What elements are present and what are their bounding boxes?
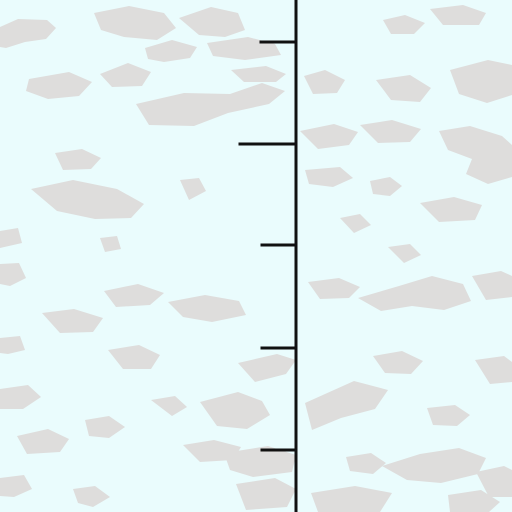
ice-patch [0, 263, 26, 286]
ice-patch [55, 149, 101, 170]
ice-patch [340, 214, 371, 233]
ice-patch [17, 429, 69, 454]
ice-patch [136, 83, 285, 126]
ice-patch [475, 356, 512, 384]
ice-patch [231, 66, 286, 82]
ice-patch [382, 448, 486, 483]
ice-patch [427, 405, 470, 426]
ice-patch [0, 336, 25, 354]
ice-patch [42, 309, 103, 333]
ice-patch [439, 126, 512, 184]
ice-patch [85, 416, 125, 438]
ice-patch [388, 244, 421, 263]
ice-patch [73, 486, 110, 507]
ice-patch [308, 278, 360, 299]
ice-patch [100, 63, 151, 87]
ice-patch [420, 197, 482, 222]
ice-patch [0, 228, 22, 248]
ice-patch [180, 178, 206, 200]
ice-patch [450, 60, 512, 103]
ice-patch [346, 453, 386, 474]
ice-patch [0, 475, 32, 497]
ice-patch [376, 75, 431, 102]
ice-patch [100, 236, 121, 252]
ice-patch [430, 5, 486, 25]
ice-patch [26, 72, 92, 99]
ice-patch [305, 167, 353, 187]
ice-patch [373, 351, 423, 374]
ice-patch [238, 354, 296, 382]
ice-patch [472, 271, 512, 300]
ice-patch [168, 295, 246, 322]
ice-patch [145, 40, 197, 62]
ice-patch [360, 120, 421, 143]
ice-patch [236, 478, 296, 510]
ice-patch [311, 486, 392, 512]
ice-patch [383, 15, 425, 34]
ice-patch [104, 284, 164, 307]
ice-patch [305, 381, 388, 430]
ice-patch [200, 392, 270, 429]
measurement-ruler [238, 0, 298, 512]
ice-patch [358, 276, 471, 311]
ice-patch [224, 446, 296, 477]
ice-patch [0, 385, 41, 409]
ice-patch [179, 7, 245, 37]
ice-patch [448, 490, 500, 512]
ice-patch [370, 177, 402, 196]
ice-patch [31, 180, 144, 219]
ice-texture-layer [0, 5, 512, 512]
ice-patch [151, 396, 187, 416]
ice-patch [300, 124, 358, 149]
ice-patch [108, 345, 160, 369]
ice-patch [94, 6, 176, 40]
ice-patch [304, 70, 345, 94]
ice-patch [0, 19, 56, 48]
ice-patch [476, 466, 512, 497]
